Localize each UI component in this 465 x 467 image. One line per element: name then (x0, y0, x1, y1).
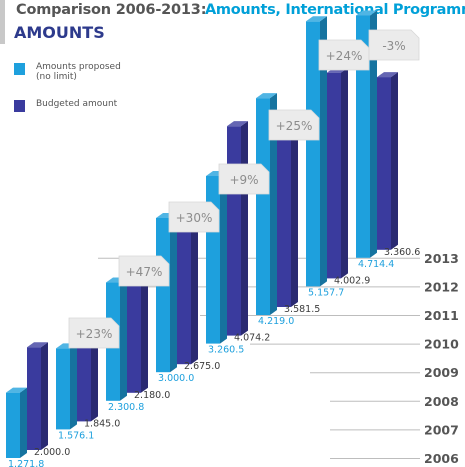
budgeted-bar-front (327, 73, 341, 279)
proposed-bar-front (156, 218, 170, 372)
change-badge-label: +24% (326, 49, 363, 63)
data-label-proposed: 1.576.1 (58, 430, 94, 441)
year-label: 2012 (424, 279, 459, 294)
change-badge-label: +23% (76, 327, 113, 341)
change-badge: +25% (269, 110, 319, 140)
budgeted-bar-side (391, 72, 398, 250)
year-label: 2008 (424, 394, 459, 409)
data-label-proposed: 3.000.0 (158, 373, 194, 384)
budgeted-bar-front (127, 281, 141, 393)
change-badge: +47% (119, 256, 169, 286)
budgeted-bar (377, 72, 398, 250)
proposed-bar (6, 388, 27, 458)
proposed-bar-side (20, 388, 27, 458)
budgeted-bar-front (177, 227, 191, 364)
proposed-bar (56, 343, 77, 429)
budgeted-bar-side (241, 121, 248, 335)
proposed-bar-side (170, 213, 177, 372)
data-label-budgeted: 3.581.5 (284, 304, 320, 315)
budgeted-bar-side (291, 118, 298, 307)
data-label-budgeted: 4.002.9 (334, 275, 370, 286)
proposed-bar-front (256, 98, 270, 315)
proposed-bar-front (206, 176, 220, 344)
budgeted-bar (277, 118, 298, 307)
change-badge-label: +9% (229, 173, 258, 187)
proposed-bar-side (70, 343, 77, 429)
change-badge: +9% (219, 164, 269, 194)
budgeted-bar (127, 276, 148, 393)
budgeted-bar-front (277, 123, 291, 307)
year-label: 2013 (424, 251, 459, 266)
budgeted-bar-front (27, 347, 41, 450)
data-label-proposed: 5.157.7 (308, 287, 344, 298)
year-label: 2011 (424, 308, 459, 323)
proposed-bar-side (120, 278, 127, 401)
change-badge: +24% (319, 40, 369, 70)
budgeted-bar-front (377, 77, 391, 250)
change-badge: -3% (369, 30, 419, 60)
budgeted-bar-side (191, 222, 198, 364)
data-label-budgeted: 3.360.6 (384, 247, 420, 258)
proposed-bar-side (220, 171, 227, 344)
data-label-budgeted: 2.675.0 (184, 361, 220, 372)
change-badge-label: -3% (382, 39, 405, 53)
budgeted-bar-side (141, 276, 148, 393)
budgeted-bar (327, 68, 348, 279)
change-badge: +23% (69, 318, 119, 348)
change-badge-label: +25% (276, 119, 313, 133)
budgeted-bar (227, 121, 248, 335)
proposed-bar (206, 171, 227, 344)
proposed-bar-front (306, 21, 320, 286)
budgeted-bar-front (227, 126, 241, 335)
year-label: 2007 (424, 422, 459, 437)
data-label-proposed: 3.260.5 (208, 345, 244, 356)
year-label: 2010 (424, 337, 459, 352)
data-label-budgeted: 4.074.2 (234, 333, 270, 344)
change-badge: +30% (169, 202, 219, 232)
data-label-budgeted: 2.000.0 (34, 447, 70, 458)
data-label-proposed: 2.300.8 (108, 402, 144, 413)
budgeted-bar (177, 222, 198, 364)
year-label: 2006 (424, 451, 459, 466)
change-badge-label: +30% (176, 211, 213, 225)
budgeted-bar-side (41, 342, 48, 450)
year-label: 2009 (424, 365, 459, 380)
data-label-proposed: 4.219.0 (258, 316, 294, 327)
change-badge-label: +47% (126, 265, 163, 279)
proposed-bar (156, 213, 177, 372)
proposed-bar-front (56, 348, 70, 429)
data-label-budgeted: 2.180.0 (134, 390, 170, 401)
budgeted-bar-side (341, 68, 348, 279)
data-label-proposed: 4.714.4 (358, 259, 394, 270)
proposed-bar-front (6, 393, 20, 458)
budgeted-bar (27, 342, 48, 450)
data-label-proposed: 1.271.8 (8, 459, 44, 467)
data-label-budgeted: 1.845.0 (84, 418, 120, 429)
